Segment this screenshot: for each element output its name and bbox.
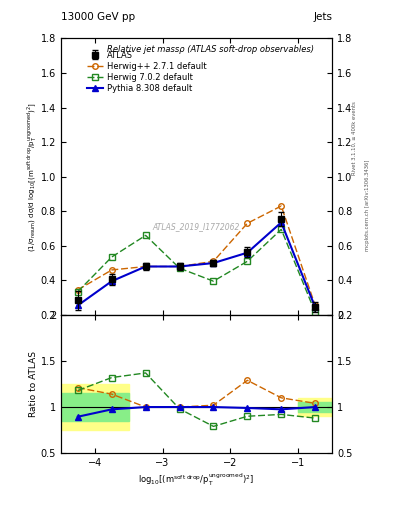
Pythia 8.308 default [245,249,250,255]
Line: Herwig++ 2.7.1 default: Herwig++ 2.7.1 default [75,203,318,308]
Bar [61,393,129,421]
X-axis label: log$_{10}$[(m$^{\rm soft\ drop}$/p$_{\rm T}^{\rm ungroomed}$)$^{2}$]: log$_{10}$[(m$^{\rm soft\ drop}$/p$_{\rm… [138,472,255,488]
Herwig 7.0.2 default [279,226,284,232]
Herwig 7.0.2 default [75,288,80,294]
Text: mcplots.cern.ch [arXiv:1306.3436]: mcplots.cern.ch [arXiv:1306.3436] [365,159,371,250]
Herwig++ 2.7.1 default [143,263,148,269]
Pythia 8.308 default [313,304,318,310]
Herwig 7.0.2 default [177,265,182,271]
Pythia 8.308 default [211,260,216,266]
Herwig 7.0.2 default [245,258,250,264]
Herwig++ 2.7.1 default [109,267,114,273]
Pythia 8.308 default [177,263,182,269]
Bar [61,384,129,430]
Pythia 8.308 default [143,263,148,269]
Line: Pythia 8.308 default: Pythia 8.308 default [75,220,318,310]
Y-axis label: (1/σ$_{\rm resum}$) dσ/d log$_{10}$[(m$^{\rm soft\ drop}$/p$_{\rm T}^{\rm ungroo: (1/σ$_{\rm resum}$) dσ/d log$_{10}$[(m$^… [26,102,39,251]
Herwig++ 2.7.1 default [211,258,216,264]
Herwig 7.0.2 default [211,278,216,284]
Text: ATLAS_2019_I1772062: ATLAS_2019_I1772062 [153,222,240,231]
Herwig++ 2.7.1 default [75,287,80,293]
Legend: ATLAS, Herwig++ 2.7.1 default, Herwig 7.0.2 default, Pythia 8.308 default: ATLAS, Herwig++ 2.7.1 default, Herwig 7.… [84,48,209,95]
Text: Rivet 3.1.10, ≥ 400k events: Rivet 3.1.10, ≥ 400k events [352,101,357,175]
Herwig 7.0.2 default [109,254,114,260]
Text: Relative jet massρ (ATLAS soft-drop observables): Relative jet massρ (ATLAS soft-drop obse… [107,46,314,54]
Herwig 7.0.2 default [143,232,148,239]
Herwig++ 2.7.1 default [313,302,318,308]
Text: 13000 GeV pp: 13000 GeV pp [61,11,135,22]
Pythia 8.308 default [279,219,284,225]
Pythia 8.308 default [75,302,80,308]
Herwig++ 2.7.1 default [245,220,250,226]
Bar [298,402,332,412]
Text: Jets: Jets [313,11,332,22]
Herwig++ 2.7.1 default [279,203,284,209]
Herwig++ 2.7.1 default [177,263,182,269]
Line: Herwig 7.0.2 default: Herwig 7.0.2 default [75,227,318,315]
Y-axis label: Ratio to ATLAS: Ratio to ATLAS [29,351,38,417]
Bar [298,398,332,416]
Pythia 8.308 default [109,278,114,284]
Herwig 7.0.2 default [313,309,318,315]
